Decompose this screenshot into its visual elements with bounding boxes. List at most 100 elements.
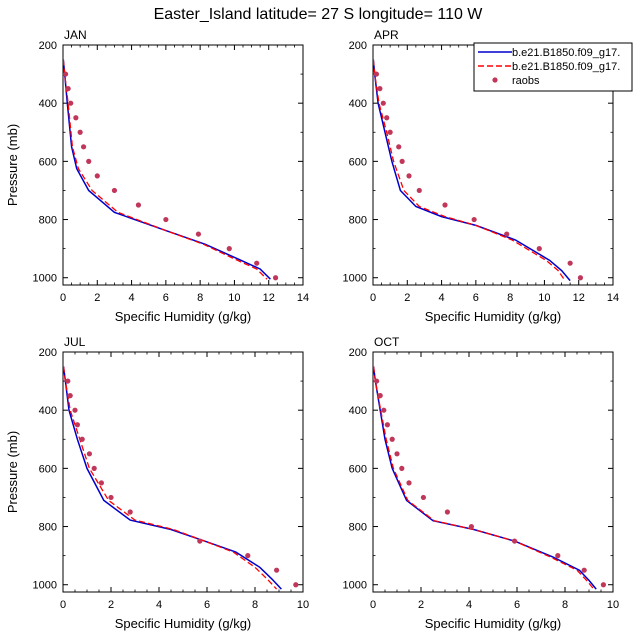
x-axis-label: Specific Humidity (g/kg)	[115, 616, 252, 631]
y-tick-label: 200	[39, 347, 57, 359]
x-tick-label: 0	[60, 599, 66, 611]
panel-oct: 0 2 4 6 8 10 200 400 600 800 1000 OCT Specific Humid…	[343, 335, 620, 631]
raobs-point	[536, 246, 542, 252]
y-axis-label: Pressure (mb)	[5, 431, 20, 513]
y-tick-label: 800	[349, 522, 367, 534]
raobs-point	[377, 86, 383, 92]
raobs-point	[504, 231, 510, 237]
raobs-point	[396, 144, 402, 150]
raobs-point	[77, 129, 83, 135]
y-tick-label: 1000	[33, 273, 57, 285]
series-line-solid	[373, 366, 597, 590]
y-axis-label: Pressure (mb)	[5, 124, 20, 206]
series-line-dashed	[63, 59, 268, 280]
plot-frame	[62, 44, 304, 286]
raobs-point	[68, 100, 74, 106]
y-tick-label: 400	[349, 405, 367, 417]
raobs-point	[384, 115, 390, 121]
raobs-point	[377, 393, 383, 399]
raobs-point	[387, 129, 393, 135]
raobs-point	[416, 187, 422, 194]
raobs-point	[389, 436, 395, 442]
raobs-point	[111, 187, 118, 194]
raobs-point	[72, 407, 78, 413]
raobs-point	[245, 553, 251, 559]
raobs-point	[468, 523, 474, 530]
raobs-point	[163, 216, 169, 223]
raobs-point	[471, 216, 477, 223]
panel-jan: 0 2 4 6 8 10 12 14 200 400 600 800 1000 JAN Specific H…	[5, 28, 309, 324]
x-tick-label: 10	[297, 599, 309, 611]
raobs-point	[394, 451, 400, 457]
raobs-point	[581, 567, 587, 573]
raobs-point	[62, 71, 69, 77]
raobs-point	[293, 582, 299, 588]
plot-frame	[372, 351, 614, 593]
raobs-point	[94, 173, 100, 179]
plot-frame	[62, 351, 304, 593]
x-tick-label: 2	[404, 292, 410, 304]
raobs-point	[374, 378, 380, 384]
x-tick-label: 10	[538, 292, 550, 304]
series-line-dashed	[63, 366, 278, 590]
panel-label: JUL	[64, 335, 86, 349]
x-tick-label: 2	[418, 599, 424, 611]
x-tick-label: 14	[297, 292, 309, 304]
x-tick-label: 2	[94, 292, 100, 304]
y-tick-label: 200	[349, 40, 367, 52]
raobs-point	[511, 538, 518, 544]
series-line-solid	[63, 59, 271, 280]
x-tick-label: 8	[197, 292, 203, 304]
raobs-point	[65, 86, 71, 92]
legend-label: raobs	[512, 75, 540, 87]
raobs-point	[86, 158, 92, 164]
raobs-point	[380, 100, 386, 106]
raobs-point	[381, 407, 387, 413]
raobs-point	[384, 422, 390, 428]
raobs-point	[98, 480, 104, 486]
x-axis-label: Specific Humidity (g/kg)	[425, 309, 562, 324]
raobs-point	[399, 465, 405, 471]
x-tick-label: 6	[473, 292, 479, 304]
x-tick-label: 4	[156, 599, 162, 611]
figure-title: Easter_Island latitude= 27 S longitude= …	[154, 6, 484, 23]
raobs-point	[373, 71, 380, 77]
raobs-point	[108, 494, 114, 501]
legend-label: b.e21.B1850.f09_g17.	[512, 61, 620, 73]
raobs-point	[272, 275, 279, 281]
panel-label: OCT	[374, 335, 400, 349]
x-tick-label: 8	[562, 599, 568, 611]
y-tick-label: 200	[349, 347, 367, 359]
y-tick-label: 800	[349, 215, 367, 227]
raobs-point	[197, 538, 203, 544]
raobs-point	[442, 202, 448, 208]
raobs-point	[420, 494, 426, 501]
raobs-point	[67, 393, 73, 399]
x-tick-label: 0	[60, 292, 66, 304]
x-tick-label: 4	[466, 599, 472, 611]
y-tick-label: 800	[39, 215, 57, 227]
x-tick-label: 6	[204, 599, 210, 611]
x-tick-label: 0	[370, 599, 376, 611]
legend-marker	[492, 77, 498, 83]
series-line-solid	[373, 59, 571, 282]
raobs-point	[86, 451, 92, 457]
y-tick-label: 1000	[33, 580, 57, 592]
legend-frame	[473, 42, 633, 92]
panel-label: APR	[374, 28, 399, 42]
raobs-point	[444, 509, 450, 515]
x-tick-label: 4	[439, 292, 445, 304]
raobs-point	[274, 567, 280, 573]
y-tick-label: 1000	[343, 273, 367, 285]
raobs-point	[195, 231, 202, 237]
series-line-dashed	[373, 59, 566, 281]
raobs-point	[577, 275, 584, 281]
raobs-point	[254, 260, 260, 266]
y-tick-label: 1000	[343, 580, 367, 592]
x-tick-label: 6	[163, 292, 169, 304]
y-tick-label: 600	[349, 463, 367, 475]
y-tick-label: 400	[39, 98, 57, 110]
x-tick-label: 10	[607, 599, 619, 611]
x-tick-label: 8	[252, 599, 258, 611]
